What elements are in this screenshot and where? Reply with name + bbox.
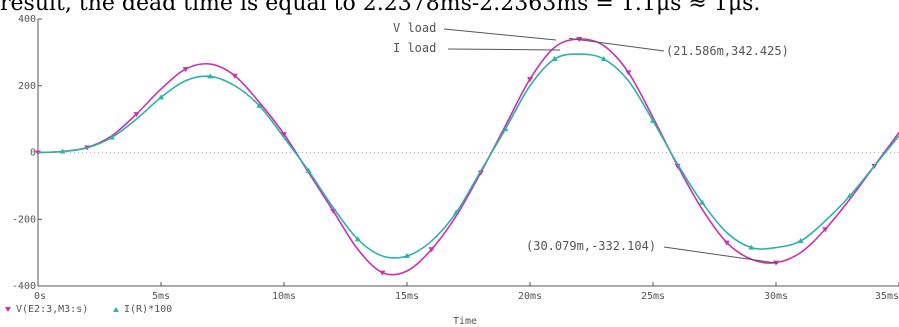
i-marker [551,56,558,62]
plot-frame [37,19,899,287]
i-marker [453,209,460,215]
x-tick-label: 30ms [764,291,788,302]
y-tick-label: 0 [30,148,36,159]
series-layer [35,37,899,276]
annotations-layer: V load I load (21.586m,342.425) (30.079m,-3… [393,21,789,264]
v-marker [133,112,140,118]
x-tick-label: 10ms [272,291,296,302]
legend-label-v: V(E2:3,M3:s) [16,304,88,315]
v-marker [822,227,829,233]
x-tick-label: 0s [34,291,46,302]
annotation-v-load: V load [393,21,436,35]
v-marker [625,70,632,76]
x-tick-label: 20ms [518,291,542,302]
axis-ticks: 0s 5ms 10ms 15ms 20ms 25ms 30ms 35ms 400 200 0 -200… [12,14,899,302]
i-marker [846,192,853,198]
legend: V(E2:3,M3:s) I(R)*100 [5,304,172,315]
v-marker [527,77,533,83]
i-marker [404,252,410,258]
v-marker [231,73,238,79]
annotation-i-load: I load [393,41,436,55]
legend-label-i: I(R)*100 [124,304,172,315]
v-marker [428,247,435,253]
v-marker [723,240,730,246]
x-tick-label: 35ms [875,291,899,302]
i-marker [108,134,115,140]
i-marker [354,236,361,242]
v-marker [674,163,681,169]
series-line-0 [37,38,899,276]
y-tick-label: 400 [18,14,36,25]
i-marker [207,73,214,79]
i-marker [748,244,755,250]
pointer-trough [663,246,779,264]
legend-v-marker [5,307,11,312]
x-tick-label: 15ms [395,291,419,302]
annotation-peak: (21.586m,342.425) [666,44,789,58]
v-marker [379,270,386,276]
v-marker [281,132,287,138]
y-tick-label: -200 [12,214,36,225]
y-tick-label: 200 [18,81,36,92]
i-marker [59,148,66,154]
i-marker [797,237,804,243]
pointer-v-load [443,28,557,41]
annotation-trough: (30.079m,-332.104) [526,239,656,253]
x-tick-label: 5ms [152,291,170,302]
i-marker [600,56,607,62]
v-marker [182,67,189,73]
series-line-1 [37,53,899,259]
x-tick-label: 25ms [641,291,665,302]
x-axis-label: Time [453,316,477,327]
i-marker [256,102,263,108]
i-marker [699,199,706,205]
pointer-peak [568,37,665,52]
pointer-i-load [447,48,561,51]
i-marker [158,94,164,100]
caption-text: result, the dead time is equal to 2.2378… [0,0,761,16]
y-tick-label: -400 [12,281,36,292]
legend-i-marker [113,307,119,312]
v-marker [477,170,484,176]
i-marker [650,117,656,123]
i-marker [502,126,509,132]
i-marker [305,167,312,173]
